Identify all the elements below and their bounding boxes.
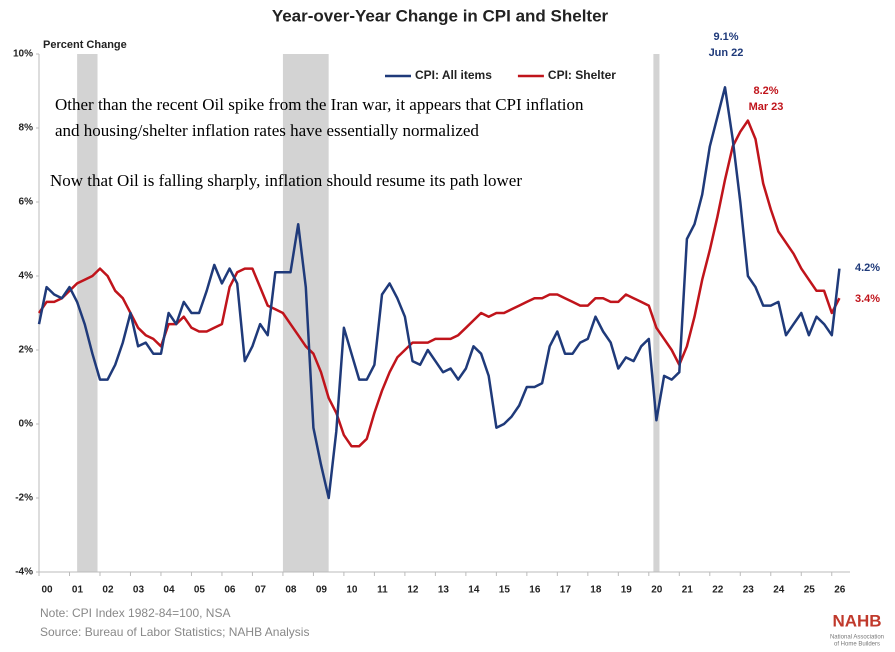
x-tick-label: 03 bbox=[133, 585, 145, 596]
x-tick-label: 12 bbox=[407, 585, 419, 596]
x-tick-label: 21 bbox=[682, 585, 694, 596]
annotation: Jun 22 bbox=[709, 47, 744, 59]
x-tick-label: 26 bbox=[834, 585, 846, 596]
x-tick-label: 19 bbox=[621, 585, 633, 596]
x-tick-label: 02 bbox=[102, 585, 114, 596]
x-tick-label: 25 bbox=[804, 585, 816, 596]
annotation: 4.2% bbox=[855, 262, 880, 274]
y-tick-label: 4% bbox=[19, 271, 34, 282]
annotation: 8.2% bbox=[753, 85, 778, 97]
overlay-text: Now that Oil is falling sharply, inflati… bbox=[50, 171, 522, 190]
recession-band bbox=[77, 54, 98, 572]
annotation: 9.1% bbox=[713, 31, 738, 43]
y-tick-label: 10% bbox=[13, 49, 33, 60]
chart-title: Year-over-Year Change in CPI and Shelter bbox=[272, 6, 609, 25]
x-tick-label: 06 bbox=[224, 585, 236, 596]
overlay-text: and housing/shelter inflation rates have… bbox=[55, 121, 479, 140]
y-tick-label: 8% bbox=[19, 123, 34, 134]
y-tick-label: -4% bbox=[15, 567, 33, 578]
y-tick-label: 2% bbox=[19, 345, 34, 356]
x-tick-label: 24 bbox=[773, 585, 785, 596]
annotation: Mar 23 bbox=[749, 101, 784, 113]
note: Note: CPI Index 1982-84=100, NSA bbox=[40, 606, 230, 620]
x-tick-label: 10 bbox=[346, 585, 358, 596]
x-tick-label: 17 bbox=[560, 585, 572, 596]
x-tick-label: 15 bbox=[499, 585, 511, 596]
x-tick-label: 09 bbox=[316, 585, 328, 596]
y-axis-label: Percent Change bbox=[43, 39, 127, 51]
legend-label: CPI: Shelter bbox=[548, 68, 616, 82]
x-tick-label: 13 bbox=[438, 585, 450, 596]
recession-band bbox=[653, 54, 660, 572]
y-tick-label: 0% bbox=[19, 419, 34, 430]
series-line bbox=[37, 119, 841, 448]
x-tick-label: 04 bbox=[163, 585, 175, 596]
x-tick-label: 07 bbox=[255, 585, 267, 596]
logo-text: National Association bbox=[830, 635, 884, 641]
x-tick-label: 08 bbox=[285, 585, 297, 596]
annotation: 3.4% bbox=[855, 293, 880, 305]
legend-label: CPI: All items bbox=[415, 68, 492, 82]
x-tick-label: 20 bbox=[651, 585, 663, 596]
y-tick-label: 6% bbox=[19, 197, 34, 208]
y-tick-label: -2% bbox=[15, 493, 33, 504]
logo: NAHB bbox=[832, 611, 881, 630]
overlay-text: Other than the recent Oil spike from the… bbox=[55, 95, 584, 114]
legend: CPI: All items CPI: Shelter bbox=[385, 68, 616, 82]
source: Source: Bureau of Labor Statistics; NAHB… bbox=[40, 625, 309, 639]
x-tick-label: 16 bbox=[529, 585, 541, 596]
x-tick-label: 18 bbox=[590, 585, 602, 596]
x-tick-label: 01 bbox=[72, 585, 84, 596]
logo-text: of Home Builders bbox=[834, 642, 880, 648]
x-tick-label: 05 bbox=[194, 585, 206, 596]
series-line bbox=[37, 86, 841, 500]
x-tick-label: 23 bbox=[743, 585, 755, 596]
x-tick-label: 11 bbox=[377, 585, 388, 596]
plot-area: -4% -2% 0% 2% 4% 6% 8% 10% 00 01 02 03 04 05 06 07 08 09 1… bbox=[13, 49, 850, 596]
x-tick-label: 00 bbox=[41, 585, 53, 596]
x-tick-label: 14 bbox=[468, 585, 480, 596]
recession-band bbox=[282, 54, 329, 572]
x-tick-label: 22 bbox=[712, 585, 724, 596]
